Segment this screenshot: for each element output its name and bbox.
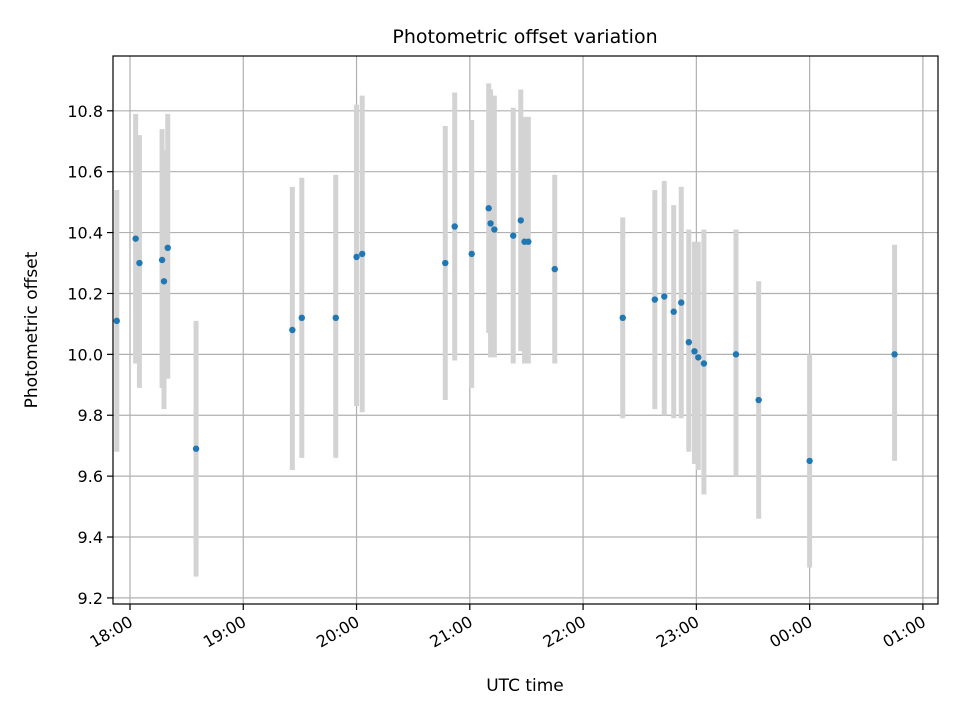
data-point <box>164 244 171 251</box>
y-tick-label: 10.2 <box>67 284 103 303</box>
data-point <box>451 223 458 230</box>
data-point <box>136 259 143 267</box>
data-point <box>755 396 762 404</box>
data-point <box>332 314 339 322</box>
y-axis-label: Photometric offset <box>22 251 42 408</box>
data-point <box>468 250 475 258</box>
data-point <box>510 232 517 239</box>
data-point <box>358 250 366 258</box>
data-point <box>806 457 813 465</box>
data-point <box>485 205 492 212</box>
data-point <box>551 265 558 273</box>
data-point <box>678 299 685 306</box>
y-tick-label: 10.8 <box>67 102 103 121</box>
data-point <box>132 235 139 242</box>
data-point <box>491 226 498 233</box>
data-point <box>700 360 708 367</box>
data-point <box>289 326 296 334</box>
data-point <box>661 293 668 300</box>
data-point <box>192 445 200 452</box>
data-point <box>353 253 360 261</box>
data-points <box>113 205 898 465</box>
chart-title: Photometric offset variation <box>392 26 657 48</box>
y-axis-ticks: 9.2 9.4 9.6 9.8 10.0 10.2 10.4 10.6 10.8 <box>67 102 113 608</box>
y-tick-label: 9.6 <box>78 467 103 486</box>
data-point <box>685 338 693 346</box>
data-point <box>670 308 677 315</box>
data-point <box>113 317 120 325</box>
data-point <box>695 354 702 361</box>
plot-frame <box>112 55 939 605</box>
data-point <box>487 220 494 227</box>
y-tick-label: 10.6 <box>67 163 103 182</box>
y-tick-label: 10.0 <box>67 345 103 364</box>
data-point <box>891 351 898 358</box>
data-point <box>442 259 449 267</box>
data-point <box>619 314 626 322</box>
data-point <box>651 296 659 303</box>
y-tick-label: 10.4 <box>67 224 103 243</box>
y-tick-label: 9.4 <box>78 528 103 547</box>
data-point <box>525 238 532 245</box>
data-point <box>158 256 166 264</box>
data-point <box>517 217 524 224</box>
data-point <box>732 351 740 358</box>
x-axis-label: UTC time <box>486 676 564 696</box>
data-point <box>160 278 168 285</box>
y-tick-label: 9.8 <box>78 406 103 425</box>
data-point <box>298 314 305 322</box>
y-tick-label: 9.2 <box>78 589 103 608</box>
data-point <box>691 348 698 355</box>
